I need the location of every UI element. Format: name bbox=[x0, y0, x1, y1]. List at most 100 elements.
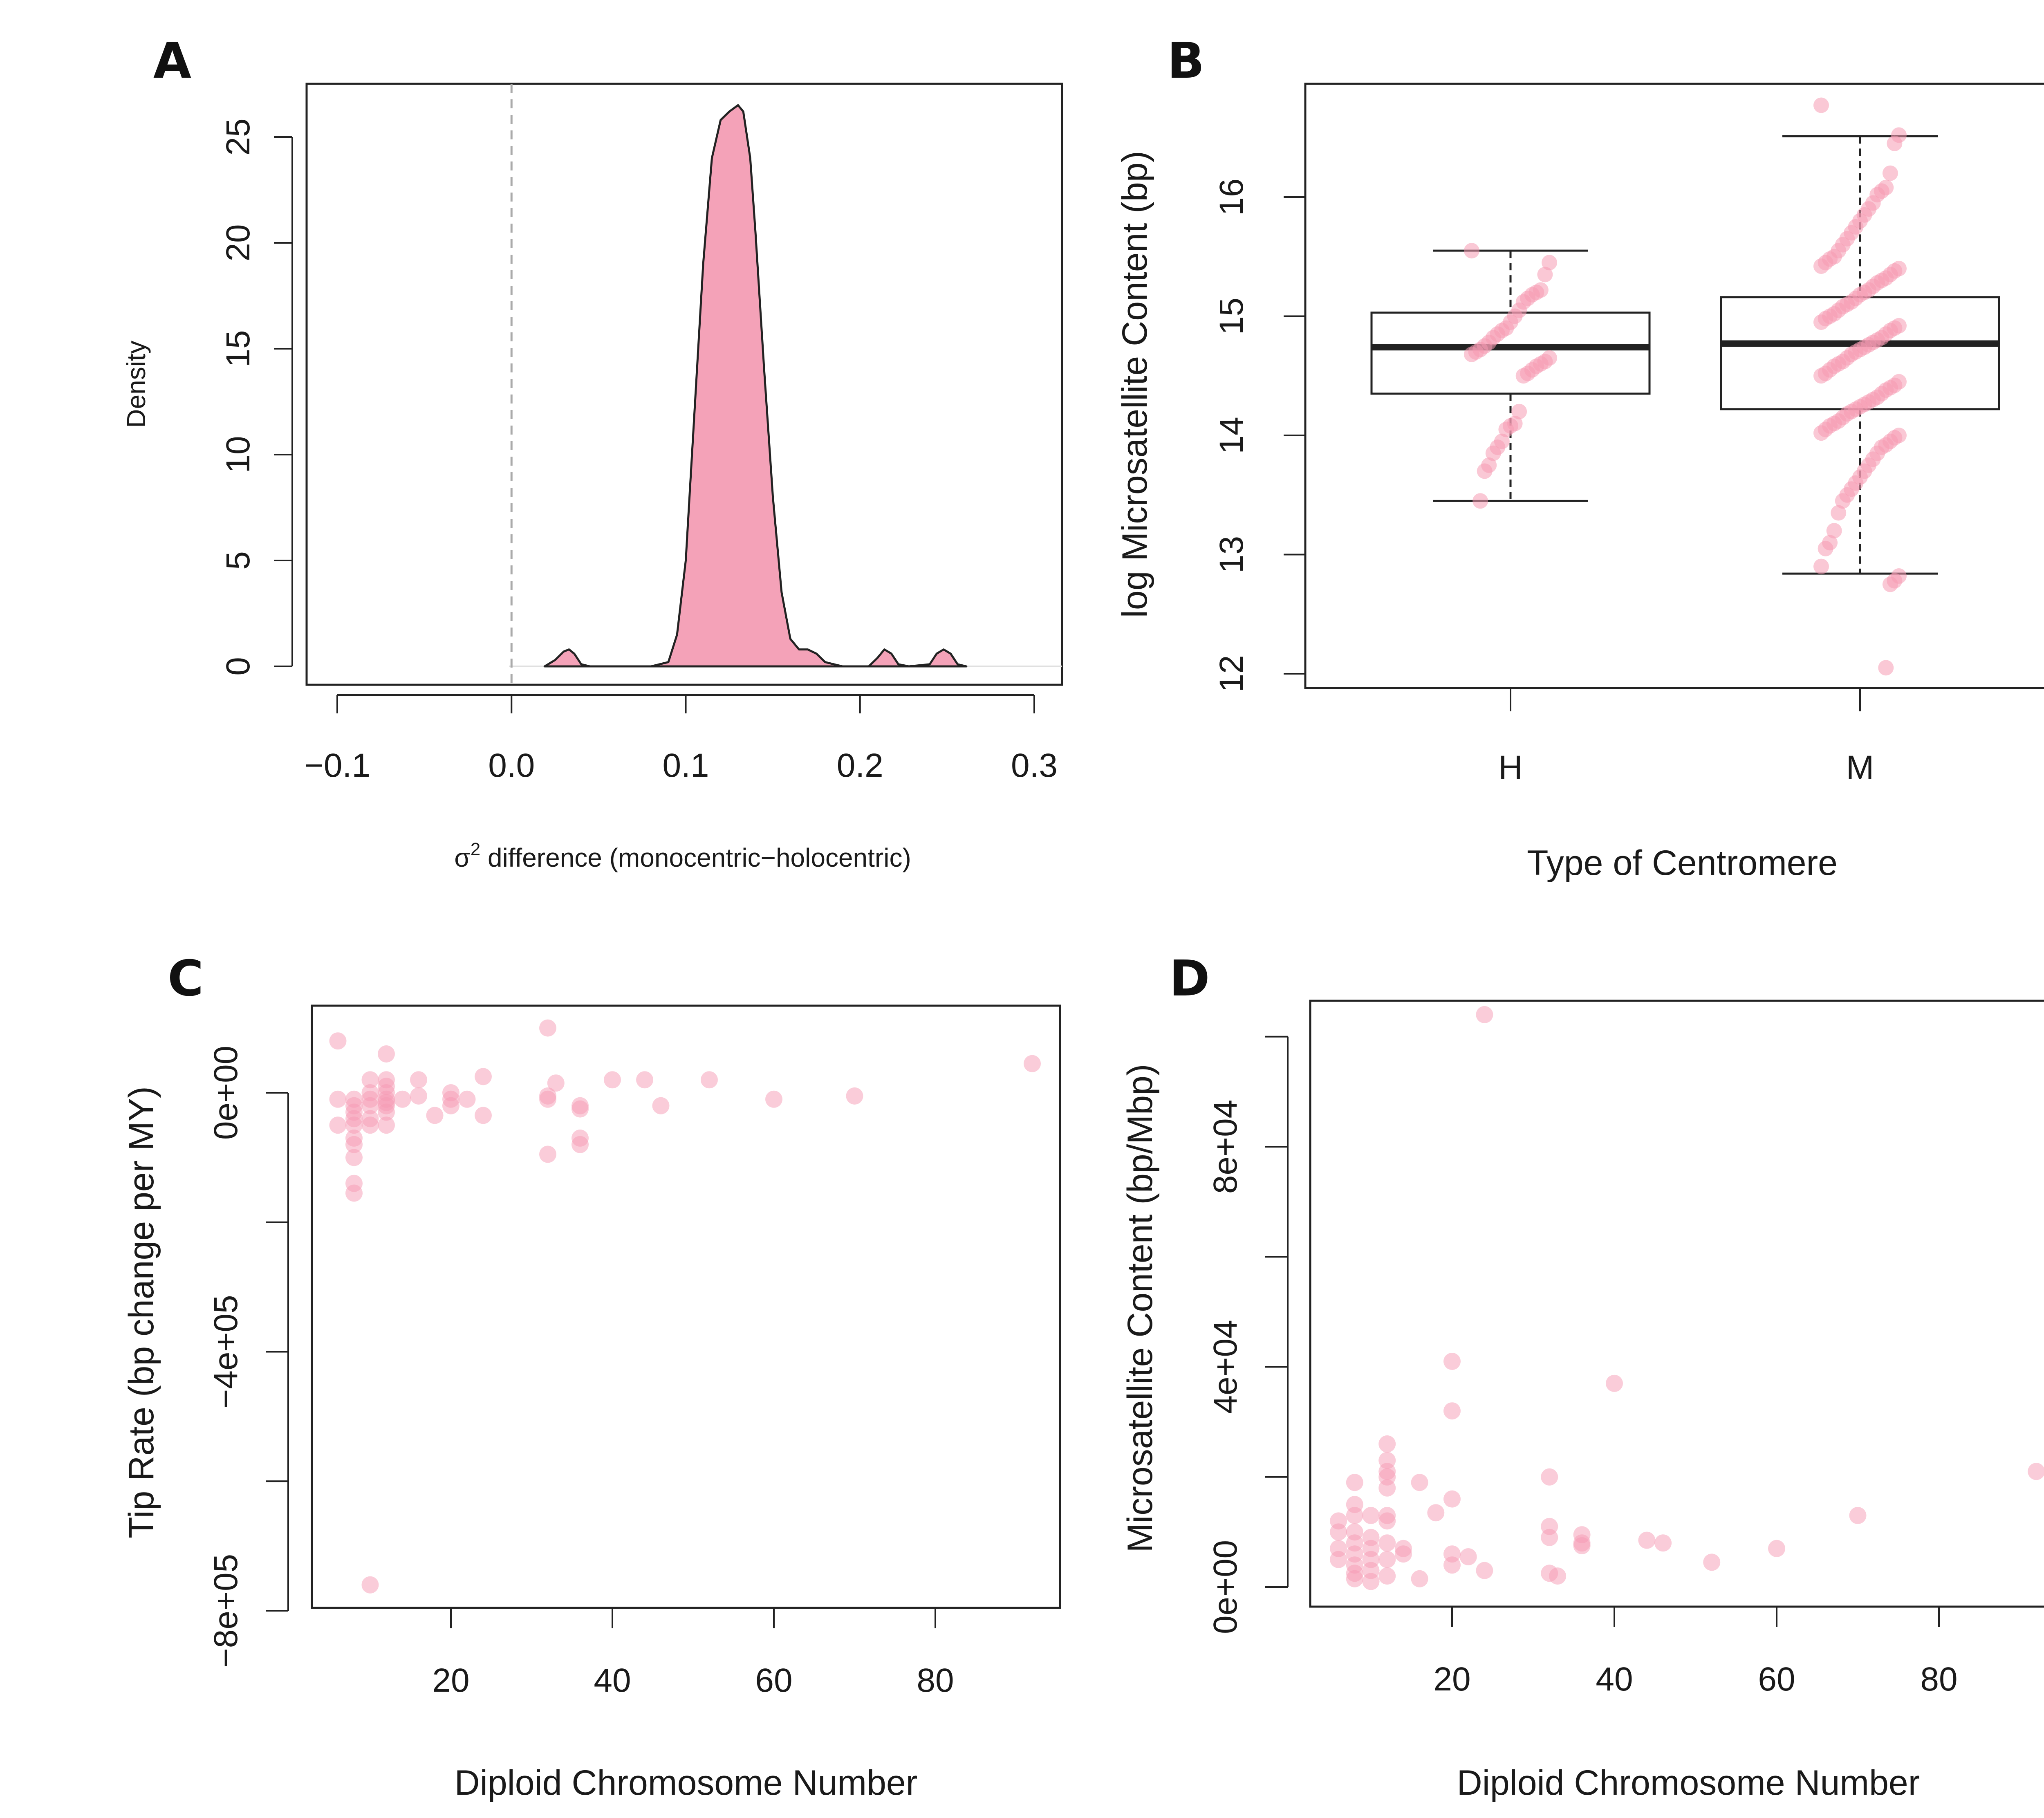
point-d bbox=[1443, 1402, 1461, 1420]
point-d bbox=[1378, 1567, 1396, 1585]
point-d bbox=[1346, 1570, 1363, 1587]
point-m bbox=[1813, 558, 1829, 574]
point-c bbox=[378, 1116, 395, 1134]
point-d bbox=[1411, 1474, 1428, 1491]
point-d bbox=[1573, 1537, 1591, 1554]
point-c bbox=[378, 1103, 395, 1121]
panel-letter-b: B bbox=[1167, 33, 1204, 90]
point-c bbox=[765, 1090, 782, 1108]
x-tick-label-c: 80 bbox=[917, 1662, 954, 1699]
point-d bbox=[2028, 1463, 2044, 1480]
point-c bbox=[345, 1149, 363, 1166]
point-c bbox=[329, 1116, 347, 1134]
point-d bbox=[1459, 1548, 1477, 1565]
x-tick-label-a: 0.2 bbox=[837, 747, 883, 784]
y-tick-label-a: 0 bbox=[220, 657, 257, 676]
panel-letter-c: C bbox=[168, 950, 204, 1007]
point-d bbox=[1346, 1507, 1363, 1524]
point-h bbox=[1511, 404, 1527, 419]
x-tick-label-d: 60 bbox=[1758, 1661, 1795, 1698]
point-d bbox=[1443, 1556, 1461, 1574]
point-h bbox=[1464, 346, 1479, 362]
x-axis-label-a: σ2 difference (monocentric−holocentric) bbox=[454, 839, 911, 872]
point-m bbox=[1813, 368, 1829, 384]
point-d bbox=[1541, 1468, 1558, 1486]
point-m bbox=[1813, 97, 1829, 113]
point-d bbox=[1330, 1551, 1347, 1568]
point-m bbox=[1878, 660, 1894, 676]
point-d bbox=[1849, 1507, 1867, 1524]
y-tick-label-a: 5 bbox=[220, 551, 257, 570]
x-tick-label-a: −0.1 bbox=[304, 747, 370, 784]
point-c bbox=[345, 1184, 363, 1202]
y-tick-label-c: −8e+05 bbox=[207, 1554, 244, 1668]
point-d bbox=[1654, 1534, 1672, 1552]
point-c bbox=[410, 1071, 427, 1089]
point-d bbox=[1378, 1512, 1396, 1530]
point-d bbox=[1411, 1570, 1428, 1587]
x-tick-label-b-h: H bbox=[1498, 749, 1522, 786]
point-c bbox=[572, 1100, 589, 1118]
point-c bbox=[361, 1116, 379, 1134]
point-c bbox=[539, 1090, 556, 1108]
y-tick-label-d: 0e+00 bbox=[1207, 1540, 1244, 1634]
panel-c: C 20 40 60 80 −8e+05 −4e+05 0e+00 Tip Rate (b… bbox=[122, 950, 1061, 1802]
point-d bbox=[1330, 1523, 1347, 1541]
point-c bbox=[361, 1576, 379, 1594]
point-d bbox=[1362, 1507, 1380, 1524]
point-d bbox=[1476, 1562, 1493, 1579]
point-d bbox=[1378, 1534, 1396, 1552]
point-d bbox=[1378, 1435, 1396, 1453]
x-tick-label-a: 0.1 bbox=[663, 747, 709, 784]
point-m bbox=[1826, 523, 1842, 539]
point-c bbox=[475, 1107, 492, 1124]
point-d bbox=[1443, 1490, 1461, 1508]
y-tick-label-b: 12 bbox=[1213, 655, 1250, 692]
y-tick-label-a: 10 bbox=[220, 436, 257, 473]
y-tick-label-d: 8e+04 bbox=[1207, 1100, 1244, 1194]
point-c bbox=[345, 1116, 363, 1134]
point-c bbox=[361, 1071, 379, 1089]
point-c bbox=[394, 1090, 411, 1108]
y-tick-label-c: −4e+05 bbox=[207, 1295, 244, 1408]
y-tick-label-a: 15 bbox=[220, 330, 257, 367]
point-m bbox=[1813, 314, 1829, 330]
point-d bbox=[1427, 1504, 1445, 1522]
x-tick-label-c: 20 bbox=[432, 1662, 469, 1699]
y-axis-label-d: Microsatellite Content (bp/Mbp) bbox=[1121, 1064, 1160, 1553]
panel-letter-d: D bbox=[1169, 950, 1210, 1007]
x-axis-label-a-sup: 2 bbox=[471, 839, 480, 859]
point-c bbox=[846, 1087, 863, 1105]
point-h bbox=[1464, 243, 1479, 259]
x-axis-label-c: Diploid Chromosome Number bbox=[455, 1763, 918, 1802]
plot-frame-b bbox=[1304, 83, 2044, 689]
point-m bbox=[1813, 425, 1829, 441]
point-c bbox=[378, 1045, 395, 1063]
density-area-a bbox=[543, 104, 968, 668]
x-tick-label-a: 0.0 bbox=[488, 747, 535, 784]
point-c bbox=[547, 1074, 565, 1092]
point-d bbox=[1549, 1567, 1567, 1585]
point-h bbox=[1537, 267, 1553, 282]
panel-d: D 20 40 60 80 0e+00 4e+04 8e+04 Microsatellit… bbox=[1121, 950, 2044, 1802]
y-tick-label-b: 16 bbox=[1213, 178, 1250, 215]
point-h bbox=[1472, 493, 1488, 509]
point-d bbox=[1346, 1474, 1363, 1491]
plot-frame-a bbox=[305, 83, 1063, 686]
x-axis-label-a-sigma: σ bbox=[454, 843, 471, 872]
point-h bbox=[1515, 368, 1531, 384]
point-h bbox=[1498, 421, 1514, 437]
x-axis-label-a-rest: difference (monocentric−holocentric) bbox=[480, 843, 911, 872]
point-h bbox=[1542, 255, 1557, 271]
panel-letter-a: A bbox=[153, 33, 191, 90]
x-tick-label-c: 40 bbox=[594, 1662, 631, 1699]
point-d bbox=[1394, 1545, 1412, 1563]
point-c bbox=[475, 1068, 492, 1085]
point-d bbox=[1476, 1006, 1493, 1023]
plot-frame-d bbox=[1309, 1000, 2044, 1608]
point-d bbox=[1703, 1553, 1721, 1571]
y-tick-label-a: 20 bbox=[220, 224, 257, 261]
point-d bbox=[1541, 1529, 1558, 1546]
point-c bbox=[329, 1090, 347, 1108]
point-m bbox=[1813, 258, 1829, 274]
